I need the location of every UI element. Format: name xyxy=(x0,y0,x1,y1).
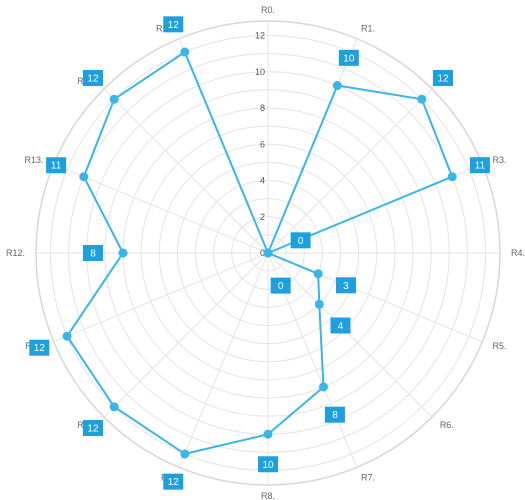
data-label-text: 10 xyxy=(343,53,355,64)
data-label-box xyxy=(335,277,356,294)
data-label-text: 12 xyxy=(437,73,449,84)
radial-tick-label: 2 xyxy=(260,212,265,222)
data-label-text: 12 xyxy=(168,20,180,31)
data-point xyxy=(263,248,273,258)
data-point xyxy=(180,47,190,57)
data-label-box xyxy=(46,157,67,174)
data-point xyxy=(318,382,328,392)
spoke-line xyxy=(267,88,433,254)
data-label-box xyxy=(82,420,103,437)
data-point xyxy=(417,94,427,104)
data-label: 11 xyxy=(46,157,67,174)
data-label: 11 xyxy=(469,157,490,174)
data-label-text: 12 xyxy=(87,424,99,435)
spoke-line xyxy=(103,88,269,254)
data-labels: 0 10 12 11 0 3 4 8 10 12 12 12 8 11 12 12 xyxy=(29,16,490,490)
data-label: 0 xyxy=(290,232,311,249)
data-point xyxy=(313,269,323,279)
radial-tick-label: 10 xyxy=(255,67,265,77)
data-point xyxy=(332,81,342,91)
category-label: R3. xyxy=(493,155,507,165)
data-point xyxy=(79,172,89,182)
data-label-box xyxy=(330,317,351,334)
data-label: 12 xyxy=(82,69,103,86)
spoke-line xyxy=(103,252,269,418)
category-label: R12. xyxy=(6,248,25,258)
data-label: 4 xyxy=(330,317,351,334)
data-label-box xyxy=(82,69,103,86)
data-label: 10 xyxy=(258,456,278,473)
category-label: R8. xyxy=(261,491,275,500)
radial-tick-label: 8 xyxy=(260,103,265,113)
category-label: R5. xyxy=(493,341,507,351)
data-point xyxy=(118,248,128,258)
radial-ticks: 0 2 4 6 8 10 12 xyxy=(255,31,265,259)
data-label-box xyxy=(258,456,278,473)
radial-tick-label: 0 xyxy=(260,248,265,258)
radial-tick-label: 6 xyxy=(260,139,265,149)
category-label: R0. xyxy=(261,5,275,15)
data-label-text: 0 xyxy=(278,281,284,292)
radial-tick-label: 12 xyxy=(255,31,265,41)
data-label-text: 11 xyxy=(51,161,62,172)
spoke-line xyxy=(53,252,269,343)
data-label: 0 xyxy=(270,277,291,294)
data-point xyxy=(447,172,457,182)
data-label-text: 8 xyxy=(90,249,96,260)
data-label-text: 12 xyxy=(34,343,46,354)
data-points xyxy=(62,47,457,459)
category-label: R4. xyxy=(511,248,525,258)
data-label: 12 xyxy=(163,473,184,490)
data-point xyxy=(62,331,72,341)
data-point xyxy=(180,449,190,459)
data-label-box xyxy=(29,339,50,356)
data-label: 12 xyxy=(163,16,184,33)
data-label: 8 xyxy=(83,245,103,261)
data-label: 3 xyxy=(335,277,356,294)
data-label-text: 12 xyxy=(87,73,99,84)
data-point xyxy=(109,402,119,412)
data-label: 8 xyxy=(324,406,345,423)
data-label-text: 4 xyxy=(338,321,344,332)
data-label-text: 10 xyxy=(262,460,274,471)
data-label: 12 xyxy=(29,339,50,356)
radial-tick-label: 4 xyxy=(260,176,265,186)
data-label-box xyxy=(83,245,103,261)
data-label-box xyxy=(469,157,490,174)
category-label: R7. xyxy=(361,473,375,483)
data-point xyxy=(109,94,119,104)
data-label-text: 0 xyxy=(298,236,304,247)
category-label: R6. xyxy=(440,420,454,430)
data-label-text: 11 xyxy=(475,161,486,172)
data-label-text: 8 xyxy=(332,410,338,421)
data-point xyxy=(314,299,324,309)
data-label: 10 xyxy=(338,49,359,66)
data-label-box xyxy=(163,473,184,490)
data-point xyxy=(263,429,273,439)
data-label-box xyxy=(290,232,311,249)
data-label-box xyxy=(324,406,345,423)
spoke-line xyxy=(267,252,433,418)
spoke-line xyxy=(178,252,269,468)
data-label-box xyxy=(270,277,291,294)
data-label-box xyxy=(338,49,359,66)
category-label: R13. xyxy=(24,155,43,165)
data-label-text: 12 xyxy=(168,477,180,488)
data-label-text: 3 xyxy=(343,281,349,292)
data-label: 12 xyxy=(82,420,103,437)
spoke-line xyxy=(53,163,269,254)
data-label-box xyxy=(163,16,184,33)
category-label: R1. xyxy=(361,23,375,33)
data-label: 12 xyxy=(433,69,454,86)
data-label-box xyxy=(433,69,454,86)
